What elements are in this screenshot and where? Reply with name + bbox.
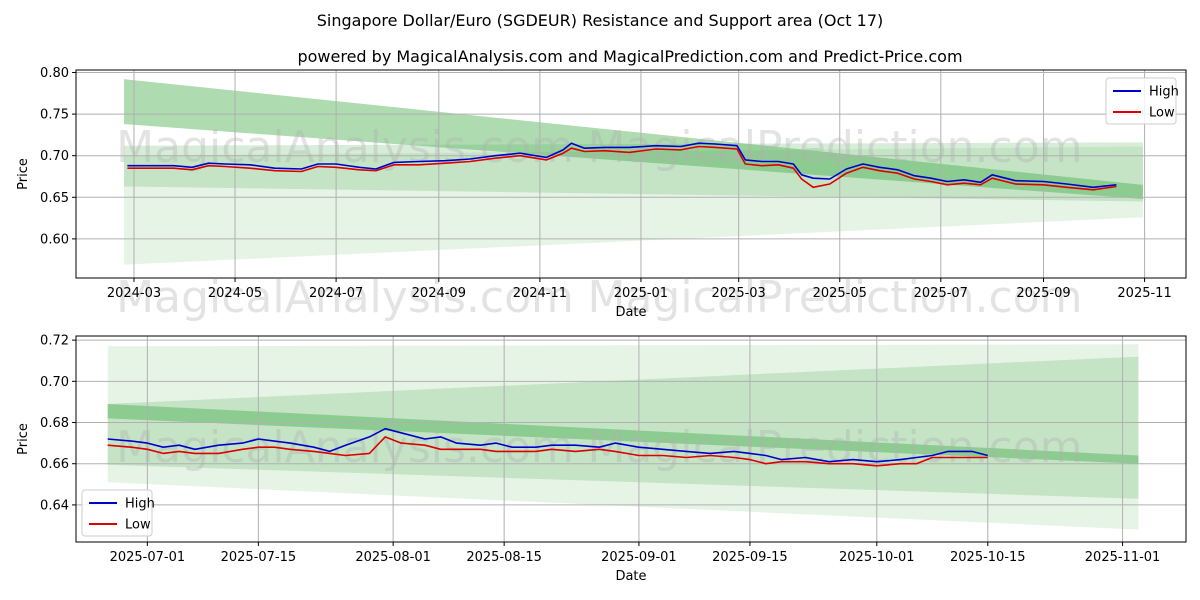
y-tick-label: 0.75 [40,108,69,123]
legend-label-low: Low [125,518,151,533]
y-tick-label: 0.70 [40,149,69,164]
band-2 [124,146,1143,265]
series-line-high [107,427,988,463]
bottom-x-axis-label: Date [615,569,646,584]
x-tick-label: 2024-09 [412,286,466,301]
x-tick-label: 2025-08-15 [466,550,542,565]
y-tick-label: 0.66 [40,457,69,472]
top-yticks: 0.60 0.65 0.70 0.75 0.80 [40,66,76,247]
y-tick-label: 0.64 [40,498,69,513]
band-0 [107,403,1139,464]
x-tick-label: 2025-07 [914,286,968,301]
x-tick-label: 2025-11 [1117,286,1171,301]
x-tick-label: 2024-03 [107,286,161,301]
y-tick-label: 0.65 [40,191,69,206]
x-tick-label: 2025-10-15 [950,550,1026,565]
y-tick-label: 0.70 [40,375,69,390]
bottom-bands [107,344,1139,530]
watermark-left-2: MagicalAnalysis.com [116,272,574,323]
top-x-axis-label: Date [615,305,646,320]
x-tick-label: 2025-07-01 [110,550,186,565]
top-chart: MagicalAnalysis.com MagicalPrediction.co… [16,66,1187,323]
x-tick-label: 2025-05 [813,286,867,301]
bottom-axes-frame [75,335,1187,543]
band-2 [107,344,1139,530]
band-1 [124,142,1143,202]
series-line-low [127,145,1117,191]
y-tick-label: 0.80 [40,66,69,81]
bottom-y-axis-label: Price [16,423,31,455]
bottom-chart: MagicalAnalysis.com MagicalPrediction.co… [16,334,1187,584]
bottom-lines [107,427,988,467]
x-tick-label: 2025-09 [1016,286,1070,301]
watermark-left-bottom: MagicalAnalysis.com [116,422,574,473]
top-grid [76,70,1186,278]
top-axes-frame [75,69,1187,279]
x-tick-label: 2024-11 [513,286,567,301]
watermark-right-2: MagicalPrediction.com [588,272,1083,323]
legend-label-low: Low [1149,106,1175,121]
top-xticks: 2024-03 2024-05 2024-07 2024-09 2024-11 2025-… [107,278,1172,301]
bottom-grid [76,336,1186,542]
x-tick-label: 2025-10-01 [839,550,915,565]
y-tick-label: 0.68 [40,416,69,431]
band-1 [107,356,1139,499]
bottom-yticks: 0.64 0.66 0.68 0.70 0.72 [40,334,76,513]
watermark-right: MagicalPrediction.com [588,122,1083,173]
series-line-high [127,142,1117,189]
chart-subtitle: powered by MagicalAnalysis.com and Magic… [297,47,962,66]
x-tick-label: 2024-05 [208,286,262,301]
x-tick-label: 2025-03 [712,286,766,301]
x-tick-label: 2025-07-15 [221,550,297,565]
x-tick-label: 2025-09-01 [601,550,677,565]
x-tick-label: 2025-11-01 [1085,550,1161,565]
watermark-right-bottom: MagicalPrediction.com [588,422,1083,473]
chart-title: Singapore Dollar/Euro (SGDEUR) Resistanc… [317,11,884,30]
top-y-axis-label: Price [16,158,31,190]
x-tick-label: 2024-07 [309,286,363,301]
bottom-legend: High Low [81,489,155,537]
top-legend: High Low [1105,77,1179,125]
legend-label-high: High [125,497,155,512]
y-tick-label: 0.72 [40,334,69,349]
bottom-xticks: 2025-07-01 2025-07-15 2025-08-01 2025-08-15… [110,542,1161,565]
y-tick-label: 0.60 [40,232,69,247]
top-lines [127,142,1117,191]
x-tick-label: 2025-08-01 [355,550,431,565]
series-line-low [107,436,988,467]
legend-label-high: High [1149,85,1179,100]
x-tick-label: 2025-09-15 [712,550,788,565]
x-tick-label: 2025-01 [614,286,668,301]
